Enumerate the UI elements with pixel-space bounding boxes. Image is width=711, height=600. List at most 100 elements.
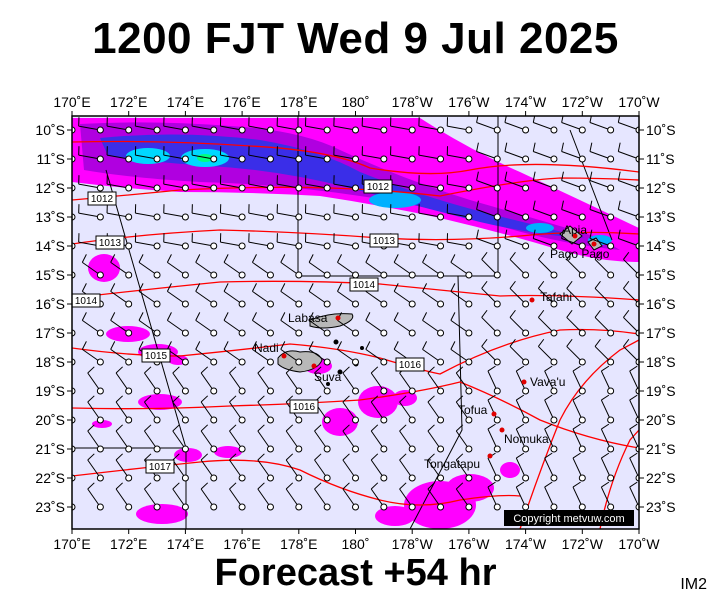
wind-barb-feather [172, 453, 180, 461]
wind-barb-feather [285, 366, 294, 374]
wind-station [437, 242, 445, 250]
wind-barb-shaft [135, 241, 158, 247]
wind-barb-feather [629, 423, 638, 430]
wind-barb-shaft [342, 401, 356, 421]
wind-barb-shaft [481, 259, 498, 276]
lon-label: 174˚E [167, 94, 204, 110]
wind-barb-shaft [200, 459, 215, 479]
wind-barb-feather [504, 200, 508, 210]
wind-barb-shaft [618, 180, 639, 189]
wind-station [96, 503, 104, 511]
wind-barb-shaft [572, 399, 583, 421]
wind-barb-feather [487, 394, 496, 401]
wind-barb-feather [195, 312, 201, 321]
wind-barb-feather [516, 365, 525, 372]
wind-barb-feather [87, 453, 95, 461]
wind-barb-feather [589, 200, 593, 210]
place-tongatapu: Tongatapu [424, 453, 493, 471]
wind-barb-feather [504, 116, 507, 123]
wind-barb-shaft [629, 428, 639, 450]
wind-barb-feather [393, 254, 399, 263]
wind-barb-shaft [589, 122, 611, 131]
wind-barb-shaft [191, 125, 214, 131]
wind-barb-feather [138, 283, 144, 292]
wind-barb-shaft [195, 319, 215, 334]
wind-station [153, 126, 161, 134]
wind-barb-feather [516, 481, 525, 488]
wind-barb-feather [285, 424, 294, 432]
wind-station [380, 474, 388, 482]
wind-barb-shaft [538, 288, 555, 305]
wind-barb-feather [629, 394, 638, 401]
wind-station [153, 155, 161, 163]
wind-barb-feather [257, 395, 265, 403]
lon-label: 176˚W [448, 94, 490, 110]
wind-barb-feather [532, 171, 536, 181]
wind-barb-shaft [390, 212, 413, 218]
wind-station [96, 155, 104, 163]
wind-barb-feather [509, 251, 516, 260]
wind-barb-feather [115, 366, 123, 374]
wind-station [181, 387, 189, 395]
wind-station [607, 300, 615, 308]
wind-station [238, 358, 246, 366]
wind-station [295, 503, 303, 511]
wind-station [408, 387, 416, 395]
wind-station [437, 329, 445, 337]
wind-barb-shaft [305, 183, 328, 189]
wind-station [96, 213, 104, 221]
wind-barb-feather [476, 229, 479, 239]
wind-barb-feather [561, 200, 564, 210]
wind-barb-shaft [504, 238, 526, 247]
wind-station [465, 358, 473, 366]
wind-barb-feather [617, 171, 621, 181]
wind-barb-feather [481, 280, 488, 289]
wind-station [266, 184, 274, 192]
wind-barb-feather [337, 283, 342, 292]
wind-barb-feather [166, 312, 172, 321]
wind-station [96, 329, 104, 337]
wind-barb-shaft [370, 488, 385, 508]
wind-barb-shaft [106, 154, 129, 160]
wind-barbs [72, 116, 639, 511]
wind-station [210, 271, 218, 279]
lat-label: 12˚S [646, 180, 676, 196]
wind-station [352, 503, 359, 511]
wind-barb-feather [594, 309, 601, 318]
wind-barb-shaft [257, 459, 271, 479]
svg-text:Pago Pago: Pago Pago [550, 247, 610, 261]
wind-barb-shaft [566, 288, 583, 305]
wind-station [266, 329, 274, 337]
wind-barb-shaft [572, 428, 583, 450]
wind-barb-shaft [277, 125, 299, 131]
wind-barb-feather [115, 424, 123, 432]
wind-barb-shaft [427, 401, 441, 421]
wind-barb-feather [308, 312, 314, 321]
wind-barb-feather [589, 171, 593, 181]
wind-station [522, 445, 530, 453]
wind-barb-feather [337, 254, 342, 263]
svg-text:Tofua: Tofua [458, 403, 488, 417]
wind-station [352, 300, 359, 308]
wind-station [408, 503, 416, 511]
wind-barb-shaft [200, 488, 215, 508]
wind-station [607, 329, 615, 337]
wind-station [96, 416, 104, 424]
isobar-label: 1016 [395, 357, 425, 372]
wind-station [550, 300, 558, 308]
wind-barb-shaft [533, 209, 555, 218]
wind-station [408, 242, 416, 250]
wind-barb-feather [223, 254, 229, 263]
wind-barb-shaft [561, 122, 583, 131]
wind-station [465, 329, 473, 337]
wind-barb-shaft [566, 346, 583, 363]
wind-barb-feather [572, 452, 581, 459]
wind-barb-feather [422, 341, 428, 350]
wind-barb-feather [561, 142, 564, 152]
wind-barb-shaft [504, 122, 526, 131]
wind-station [493, 329, 501, 337]
wind-barb-shaft [447, 125, 469, 131]
wind-barb-feather [251, 254, 257, 263]
wind-barb-shaft [561, 180, 583, 189]
wind-barb-feather [561, 171, 564, 181]
